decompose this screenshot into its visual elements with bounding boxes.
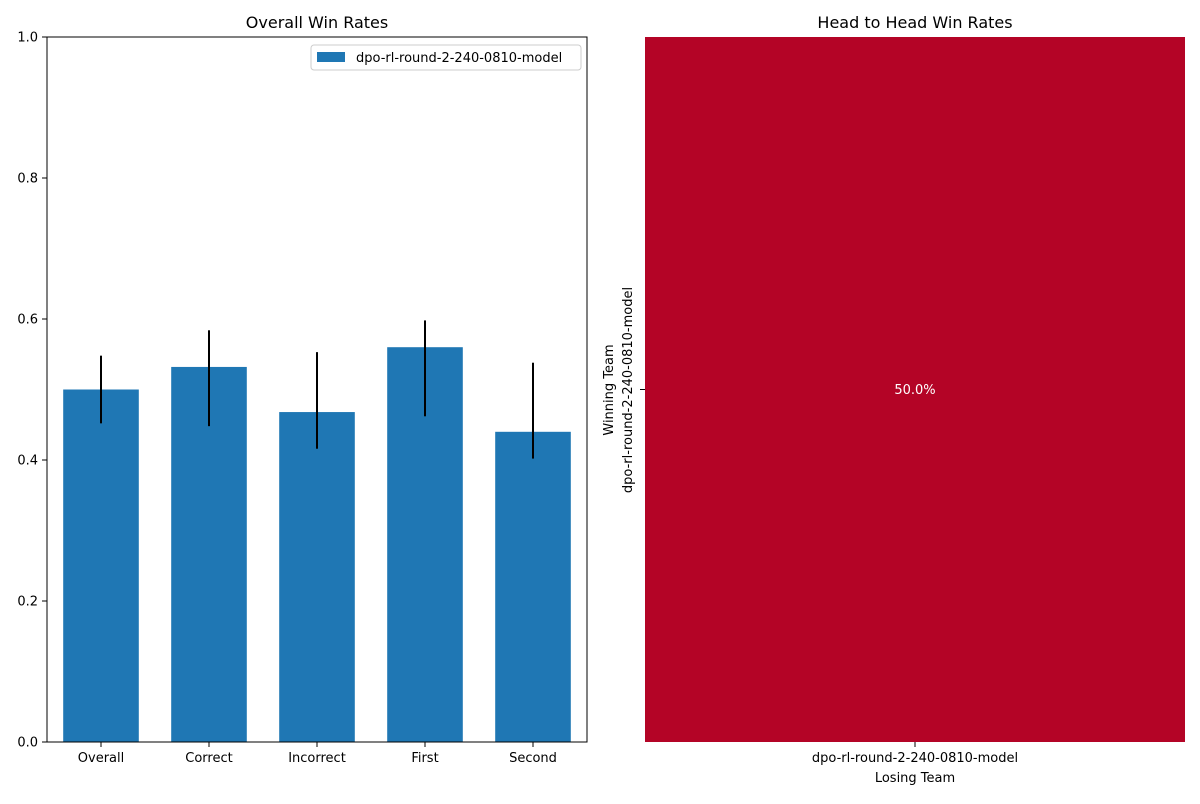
y-tick-label: 0.4	[17, 454, 38, 469]
bar	[171, 366, 247, 742]
heatmap-title: Head to Head Win Rates	[817, 13, 1012, 32]
bar	[279, 412, 355, 742]
heatmap-cell-label: 50.0%	[894, 383, 935, 398]
bar-chart-title: Overall Win Rates	[246, 13, 388, 32]
heatmap-panel: Head to Head Win Rates 50.0% dpo-rl-roun…	[602, 13, 1185, 786]
heatmap-x-tick-label: dpo-rl-round-2-240-0810-model	[812, 751, 1018, 766]
heatmap-cell	[645, 37, 1185, 742]
y-tick-label: 0.6	[17, 313, 38, 328]
legend-label: dpo-rl-round-2-240-0810-model	[356, 51, 562, 66]
bar-series	[63, 347, 571, 742]
x-tick-label: Correct	[185, 751, 232, 766]
heatmap-x-axis-label: Losing Team	[875, 771, 955, 786]
x-tick-label: Incorrect	[288, 751, 346, 766]
y-tick-label: 0.2	[17, 595, 38, 610]
y-tick-label: 0.0	[17, 736, 38, 751]
error-bars	[100, 320, 534, 459]
legend-box	[310, 44, 582, 71]
bar-plot-frame	[46, 36, 588, 743]
y-tick-label: 1.0	[17, 31, 38, 46]
heatmap-y-axis-label: Winning Team	[602, 344, 617, 435]
bar-y-axis: 0.0 0.2 0.4 0.6 0.8 1.0	[17, 31, 47, 751]
x-tick-label: Second	[509, 751, 557, 766]
x-tick-label: Overall	[78, 751, 124, 766]
legend-swatch	[317, 52, 345, 62]
y-tick-label: 0.8	[17, 172, 38, 187]
bar	[63, 389, 139, 742]
legend: dpo-rl-round-2-240-0810-model	[310, 44, 582, 71]
heatmap-y-tick-label: dpo-rl-round-2-240-0810-model	[621, 287, 636, 493]
bar	[495, 431, 571, 742]
bar-x-axis: Overall Correct Incorrect First Second	[78, 742, 557, 766]
bar-chart-panel: Overall Win Rates 0.0 0.2 0.4 0.6 0.8 1.0 Ove…	[17, 13, 588, 766]
x-tick-label: First	[411, 751, 438, 766]
